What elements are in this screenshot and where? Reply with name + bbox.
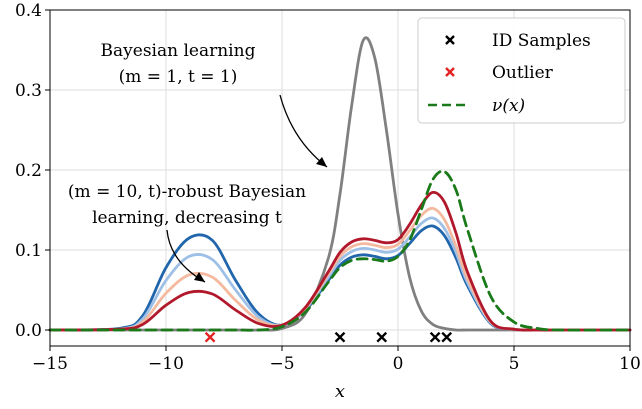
tick-layer: −15 −10 −5 0 5 10 0.0 0.1 0.2 0.3 0.4 xyxy=(15,1,641,374)
outlier-marker xyxy=(204,331,216,343)
x-tick-label: 0 xyxy=(393,354,404,374)
annotation-bayesian-line2: (m = 1, t = 1) xyxy=(119,67,238,87)
series-line-robust-t-3 xyxy=(48,216,632,332)
legend-nu-label: ν(x) xyxy=(492,96,525,116)
marker-layer xyxy=(204,331,453,343)
legend-outlier-marker xyxy=(445,67,455,77)
legend: ID Samples Outlier ν(x) xyxy=(417,17,626,124)
annotation-arrowhead-robust xyxy=(194,272,205,282)
id-sample-marker xyxy=(376,331,388,343)
series-line-x xyxy=(48,169,632,332)
id-sample-marker xyxy=(441,331,453,343)
annotation-robust-line1: (m = 10, t)-robust Bayesian xyxy=(68,182,306,202)
x-tick-label: 5 xyxy=(509,354,520,374)
series-line-robust-t-4 xyxy=(48,224,632,332)
id-sample-marker xyxy=(334,331,346,343)
y-tick-label: 0.3 xyxy=(15,81,42,101)
series-line-robust-t-1 xyxy=(48,190,632,332)
y-tick-label: 0.0 xyxy=(15,321,42,341)
plot-frame xyxy=(49,9,631,347)
x-tick-label: −10 xyxy=(148,354,184,374)
y-tick-label: 0.2 xyxy=(15,161,42,181)
x-tick-label: 10 xyxy=(619,354,641,374)
x-tick-label: −5 xyxy=(269,354,294,374)
x-tick-label: −15 xyxy=(32,354,68,374)
legend-id-samples-label: ID Samples xyxy=(492,31,591,51)
series-layer xyxy=(48,36,632,332)
annotation-bayesian-line1: Bayesian learning xyxy=(101,41,256,61)
id-sample-marker xyxy=(429,331,441,343)
x-axis-label: x xyxy=(335,381,345,402)
legend-outlier-label: Outlier xyxy=(492,63,554,83)
y-tick-label: 0.1 xyxy=(15,241,42,261)
annotation-arrow-bayesian xyxy=(279,94,328,168)
legend-id-samples-marker xyxy=(445,35,455,45)
annotation-arrowhead-bayesian xyxy=(316,157,327,167)
annotation-robust-line2: learning, decreasing t xyxy=(92,208,282,228)
y-tick-label: 0.4 xyxy=(15,1,42,21)
legend-box xyxy=(417,17,626,124)
annotation-layer: Bayesian learning (m = 1, t = 1) (m = 10… xyxy=(68,41,328,283)
